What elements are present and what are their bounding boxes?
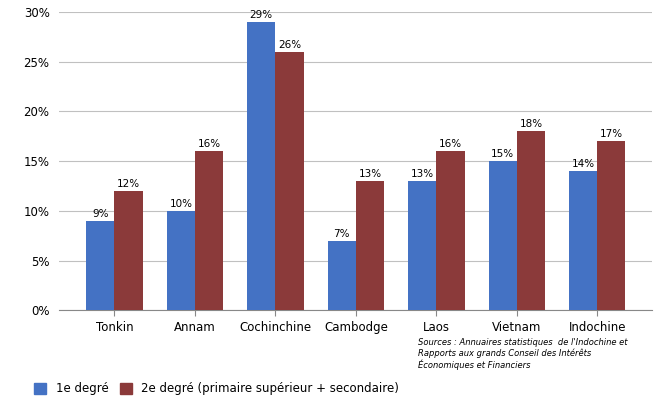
Bar <box>86 221 115 310</box>
Text: 13%: 13% <box>411 169 434 179</box>
Text: 14%: 14% <box>571 159 595 169</box>
Bar <box>167 211 195 310</box>
Text: Sources : Annuaires statistiques  de l'Indochine et
Rapports aux grands Conseil : Sources : Annuaires statistiques de l'In… <box>418 338 628 370</box>
Text: 17%: 17% <box>600 129 623 139</box>
Bar <box>356 181 384 310</box>
Text: 10%: 10% <box>169 199 192 209</box>
Text: 18%: 18% <box>519 119 542 129</box>
Text: 16%: 16% <box>198 139 221 149</box>
Bar <box>569 171 597 310</box>
Text: 13%: 13% <box>358 169 382 179</box>
Text: 15%: 15% <box>491 149 514 159</box>
Bar <box>488 161 517 310</box>
Bar <box>436 151 465 310</box>
Text: 9%: 9% <box>92 209 109 219</box>
Legend: 1e degré, 2e degré (primaire supérieur + secondaire): 1e degré, 2e degré (primaire supérieur +… <box>30 378 404 398</box>
Text: 26%: 26% <box>278 40 301 50</box>
Bar <box>275 52 304 310</box>
Text: 16%: 16% <box>439 139 462 149</box>
Text: 7%: 7% <box>333 229 350 239</box>
Text: 12%: 12% <box>117 179 140 189</box>
Bar <box>597 141 625 310</box>
Text: 29%: 29% <box>250 10 273 20</box>
Bar <box>328 241 356 310</box>
Bar <box>517 131 545 310</box>
Bar <box>408 181 436 310</box>
Bar <box>247 22 275 310</box>
Bar <box>115 191 142 310</box>
Bar <box>195 151 223 310</box>
